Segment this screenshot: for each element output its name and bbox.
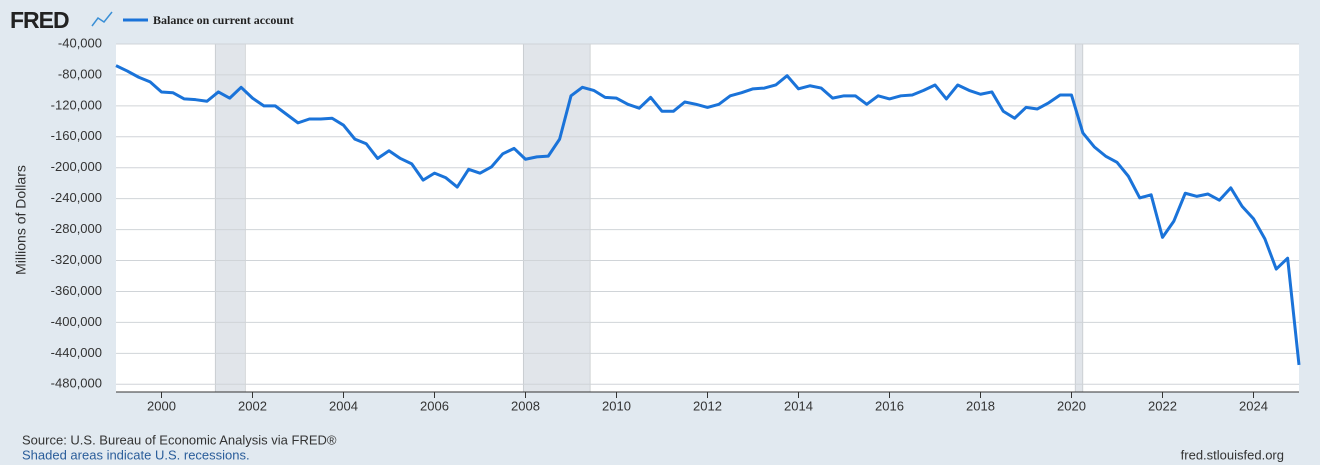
- x-tick-label: 2000: [147, 398, 176, 413]
- y-tick-label: -360,000: [51, 283, 102, 298]
- y-tick-label: -400,000: [51, 314, 102, 329]
- x-tick-label: 2008: [511, 398, 540, 413]
- plot-area: [116, 44, 1299, 392]
- y-tick-label: -280,000: [51, 221, 102, 236]
- y-axis-label: Millions of Dollars: [13, 165, 29, 275]
- y-tick-label: -80,000: [58, 66, 102, 81]
- source: Source: U.S. Bureau of Economic Analysis…: [22, 432, 337, 447]
- y-tick-label: -160,000: [51, 128, 102, 143]
- x-tick-label: 2022: [1148, 398, 1177, 413]
- logo-icon: [91, 11, 113, 27]
- logo: FRED: [10, 7, 69, 33]
- y-tick-label: -440,000: [51, 345, 102, 360]
- x-tick-label: 2014: [784, 398, 813, 413]
- y-tick-label: -320,000: [51, 252, 102, 267]
- y-tick-label: -200,000: [51, 159, 102, 174]
- y-tick-label: -40,000: [58, 35, 102, 50]
- x-tick-label: 2020: [1057, 398, 1086, 413]
- url: fred.stlouisfed.org: [1181, 447, 1284, 462]
- x-tick-label: 2006: [420, 398, 449, 413]
- y-tick-label: -120,000: [51, 97, 102, 112]
- x-tick-label: 2018: [966, 398, 995, 413]
- y-tick-label: -480,000: [51, 376, 102, 391]
- legend-label: Balance on current account: [153, 13, 294, 27]
- x-tick-label: 2012: [693, 398, 722, 413]
- x-tick-label: 2004: [329, 398, 358, 413]
- series-line: [115, 64, 1301, 366]
- x-tick-label: 2024: [1239, 398, 1268, 413]
- recession: [522, 43, 591, 393]
- x-tick-label: 2002: [238, 398, 267, 413]
- recession-note: Shaded areas indicate U.S. recessions.: [22, 447, 250, 462]
- x-tick-label: 2010: [602, 398, 631, 413]
- y-tick-label: -240,000: [51, 190, 102, 205]
- x-tick-label: 2016: [875, 398, 904, 413]
- recession: [1074, 43, 1084, 393]
